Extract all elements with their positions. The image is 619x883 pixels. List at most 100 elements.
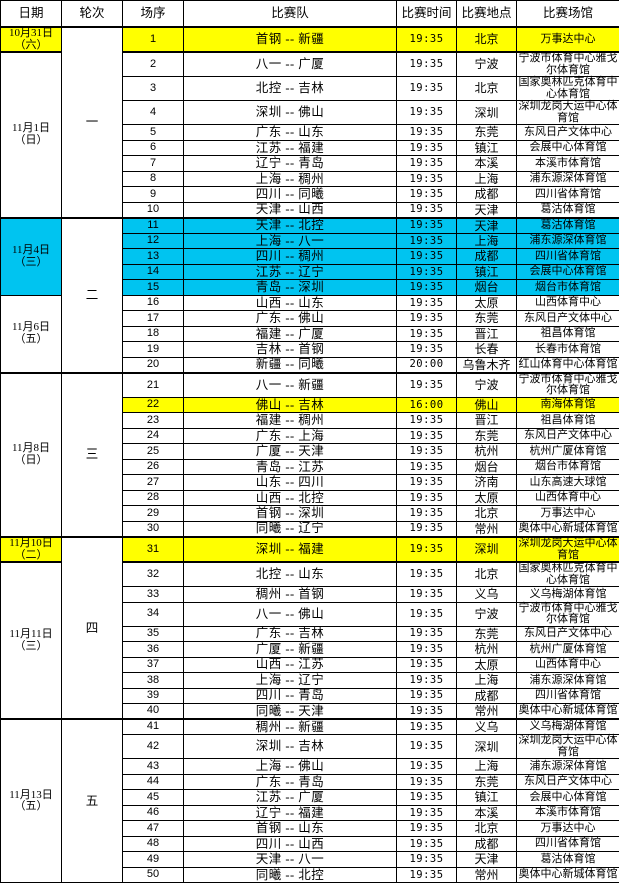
match-venue-cell: 深圳龙岗大运中心体育馆 [517,735,619,759]
match-teams-cell: 八一 -- 广厦 [184,52,397,77]
date-cell: 11月11日（三） [1,562,62,719]
match-teams-cell: 稠州 -- 新疆 [184,719,397,735]
header-row: 日期 轮次 场序 比赛队 比赛时间 比赛地点 比赛场馆 [1,1,619,28]
match-time-cell: 19:35 [397,233,457,249]
round-cell: 一 [62,27,123,218]
match-venue-cell: 东风日产文体中心 [517,428,619,444]
match-time-cell: 19:35 [397,342,457,358]
match-number-cell: 14 [123,264,184,280]
match-city-cell: 太原 [457,490,517,506]
match-city-cell: 烟台 [457,459,517,475]
match-teams-cell: 首钢 -- 山东 [184,821,397,837]
match-time-cell: 16:00 [397,397,457,413]
match-time-cell: 19:35 [397,735,457,759]
match-city-cell: 镇江 [457,140,517,156]
match-number-cell: 38 [123,673,184,689]
match-venue-cell: 四川省体育馆 [517,187,619,203]
match-number-cell: 43 [123,759,184,775]
match-number-cell: 16 [123,295,184,311]
match-number-cell: 33 [123,587,184,603]
match-venue-cell: 奥体中心新城体育馆 [517,867,619,883]
column-header-teams: 比赛队 [184,1,397,28]
match-venue-cell: 本溪市体育馆 [517,156,619,172]
match-time-cell: 19:35 [397,202,457,218]
match-time-cell: 19:35 [397,264,457,280]
match-venue-cell: 东风日产文体中心 [517,774,619,790]
match-time-cell: 19:35 [397,704,457,720]
match-time-cell: 19:35 [397,444,457,460]
match-time-cell: 19:35 [397,373,457,398]
match-venue-cell: 东风日产文体中心 [517,311,619,327]
match-venue-cell: 长春市体育馆 [517,342,619,358]
match-venue-cell: 四川省体育馆 [517,836,619,852]
match-city-cell: 深圳 [457,101,517,125]
match-time-cell: 19:35 [397,790,457,806]
match-city-cell: 常州 [457,704,517,720]
match-venue-cell: 山西体育中心 [517,490,619,506]
match-number-cell: 13 [123,249,184,265]
match-teams-cell: 同曦 -- 北控 [184,867,397,883]
match-teams-cell: 广东 -- 上海 [184,428,397,444]
match-teams-cell: 天津 -- 山西 [184,202,397,218]
match-number-cell: 11 [123,218,184,234]
match-city-cell: 济南 [457,475,517,491]
match-city-cell: 镇江 [457,790,517,806]
match-teams-cell: 广东 -- 青岛 [184,774,397,790]
match-teams-cell: 同曦 -- 天津 [184,704,397,720]
match-venue-cell: 烟台市体育馆 [517,459,619,475]
match-city-cell: 北京 [457,562,517,587]
match-venue-cell: 会展中心体育馆 [517,790,619,806]
match-teams-cell: 稠州 -- 首钢 [184,587,397,603]
match-number-cell: 4 [123,101,184,125]
match-venue-cell: 祖昌体育馆 [517,413,619,429]
match-city-cell: 本溪 [457,805,517,821]
date-line-2: （二） [1,550,61,562]
match-number-cell: 15 [123,280,184,296]
match-teams-cell: 上海 -- 稠州 [184,171,397,187]
date-line-1: 10月31日 [1,28,61,40]
match-venue-cell: 浦东源深体育馆 [517,233,619,249]
match-city-cell: 义乌 [457,587,517,603]
match-venue-cell: 祖昌体育馆 [517,326,619,342]
match-city-cell: 成都 [457,187,517,203]
match-time-cell: 19:35 [397,140,457,156]
match-teams-cell: 深圳 -- 吉林 [184,735,397,759]
match-teams-cell: 山西 -- 江苏 [184,657,397,673]
match-number-cell: 48 [123,836,184,852]
match-teams-cell: 广厦 -- 天津 [184,444,397,460]
match-city-cell: 北京 [457,506,517,522]
match-venue-cell: 葛沽体育馆 [517,218,619,234]
match-number-cell: 47 [123,821,184,837]
match-venue-cell: 东风日产文体中心 [517,125,619,141]
match-venue-cell: 义乌梅湖体育馆 [517,719,619,735]
match-city-cell: 天津 [457,202,517,218]
match-venue-cell: 红山体育中心体育馆 [517,357,619,373]
match-city-cell: 东莞 [457,774,517,790]
match-city-cell: 晋江 [457,413,517,429]
match-teams-cell: 四川 -- 青岛 [184,688,397,704]
table-header: 日期 轮次 场序 比赛队 比赛时间 比赛地点 比赛场馆 [1,1,619,28]
match-number-cell: 21 [123,373,184,398]
match-time-cell: 19:35 [397,413,457,429]
match-time-cell: 19:35 [397,537,457,562]
match-city-cell: 东莞 [457,311,517,327]
match-number-cell: 1 [123,27,184,52]
match-number-cell: 29 [123,506,184,522]
match-teams-cell: 山东 -- 四川 [184,475,397,491]
match-city-cell: 宁波 [457,52,517,77]
match-time-cell: 19:35 [397,475,457,491]
match-city-cell: 佛山 [457,397,517,413]
match-teams-cell: 天津 -- 北控 [184,218,397,234]
match-city-cell: 东莞 [457,626,517,642]
match-teams-cell: 福建 -- 稠州 [184,413,397,429]
match-number-cell: 39 [123,688,184,704]
match-city-cell: 东莞 [457,125,517,141]
match-number-cell: 32 [123,562,184,587]
date-cell: 11月10日（二） [1,537,62,562]
match-city-cell: 长春 [457,342,517,358]
match-venue-cell: 本溪市体育馆 [517,805,619,821]
match-venue-cell: 奥体中心新城体育馆 [517,521,619,537]
